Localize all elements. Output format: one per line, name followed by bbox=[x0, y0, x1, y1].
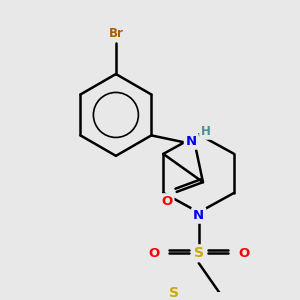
Text: O: O bbox=[161, 195, 172, 208]
Text: N: N bbox=[186, 135, 197, 148]
Text: Br: Br bbox=[109, 27, 123, 40]
Text: S: S bbox=[169, 286, 179, 300]
Text: O: O bbox=[238, 247, 249, 260]
Text: S: S bbox=[194, 246, 204, 260]
Text: H: H bbox=[201, 125, 211, 138]
Text: O: O bbox=[148, 247, 160, 260]
Text: N: N bbox=[193, 209, 204, 222]
